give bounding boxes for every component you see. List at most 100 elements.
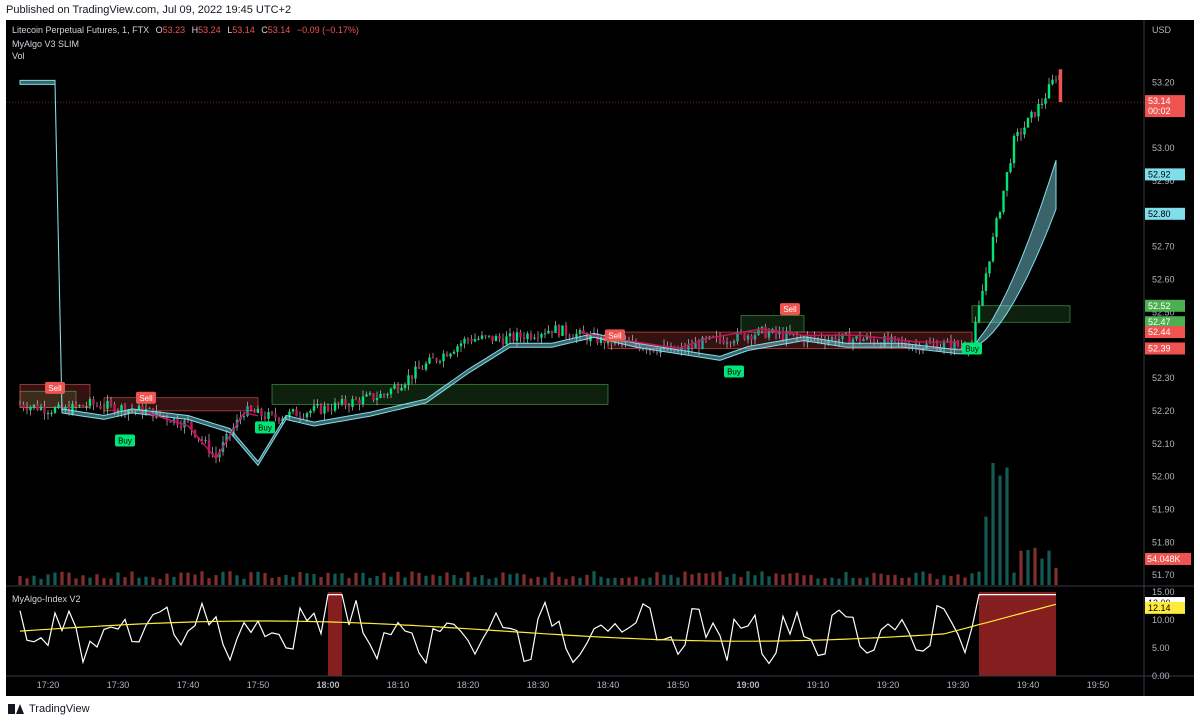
volume-bar (186, 572, 190, 585)
volume-bar (473, 577, 477, 585)
volume-bar (711, 572, 715, 585)
buy-signal: Buy (962, 342, 982, 355)
candle-body (823, 341, 827, 344)
volume-bar (515, 573, 519, 585)
candle-body (785, 330, 788, 340)
volume-bar (361, 572, 365, 585)
candle-body (361, 396, 365, 405)
candle-body (1051, 79, 1054, 85)
candle-body (95, 404, 99, 406)
sell-signal: Sell (780, 303, 800, 316)
candle-body (281, 418, 284, 422)
signal-box (780, 303, 800, 316)
candle-body (78, 405, 81, 407)
volume-bar (571, 576, 575, 585)
candle-body (424, 363, 428, 370)
candle-body (722, 339, 725, 344)
candle-body (1054, 79, 1058, 81)
support-zone (971, 305, 1071, 323)
candle-body (354, 399, 358, 401)
candle-body (417, 366, 421, 370)
volume-bar (977, 571, 981, 585)
volume-bar (508, 574, 512, 585)
volume-bar (802, 575, 806, 585)
volume-bar (116, 572, 120, 585)
candle-body (43, 406, 46, 414)
volume-bar (620, 578, 624, 585)
candle-body (207, 439, 211, 454)
signal-label: Buy (965, 344, 979, 353)
volume-bar (1005, 467, 1009, 585)
oscillator-pane[interactable] (19, 592, 1057, 676)
candle-body (211, 452, 214, 454)
publish-header: Published on TradingView.com, Jul 09, 20… (0, 0, 1200, 20)
volume-bar (921, 571, 925, 585)
candle-body (46, 413, 50, 415)
candle-body (64, 406, 67, 411)
price-label: 52.44 (1148, 327, 1171, 337)
volume-bar (326, 572, 330, 585)
candle-body (39, 406, 43, 411)
volume-bar (669, 574, 673, 585)
volume-bar (830, 577, 834, 585)
signal-box (115, 434, 135, 447)
oscillator-average-line (19, 603, 1057, 642)
main-pane[interactable]: Sell Sell Buy Buy Sell Buy Sell Buy (6, 69, 1144, 585)
candle-body (862, 339, 865, 342)
volume-bar (648, 577, 652, 585)
candle-body (284, 416, 288, 419)
volume-bar (886, 575, 890, 585)
volume-bar (319, 577, 323, 585)
price-tick: 52.00 (1152, 472, 1175, 482)
candle-body (536, 337, 540, 339)
candle-body (74, 404, 78, 407)
volume-bar (417, 572, 421, 585)
candle-body (312, 405, 316, 411)
candle-body (1023, 127, 1026, 135)
candle-body (585, 334, 589, 342)
volume-bar (375, 575, 379, 585)
candle-body (554, 325, 557, 333)
volume-bar (424, 575, 428, 585)
volume-bar (354, 572, 358, 585)
time-tick: 18:30 (527, 680, 550, 690)
candle-body (316, 404, 319, 406)
volume-bar (249, 572, 253, 585)
price-tick: 52.50 (1152, 307, 1175, 317)
osc-value-badge (1145, 601, 1185, 614)
candle-body (442, 353, 445, 362)
volume-bar (480, 575, 484, 585)
candle-body (368, 393, 372, 395)
candle-body (249, 406, 253, 411)
candle-body (757, 328, 760, 335)
candle-body (85, 406, 88, 408)
volume-bar (767, 576, 771, 585)
candle-body (32, 404, 36, 407)
trading-chart[interactable]: Sell Sell Buy Buy Sell Buy Sell Buy USD 53.20 53.… (6, 20, 1194, 696)
candle-body (725, 342, 729, 344)
time-tick: 17:20 (37, 680, 60, 690)
candle-body (641, 349, 645, 351)
candle-body (564, 325, 568, 336)
candle-body (529, 333, 533, 339)
volume-bar (221, 571, 225, 585)
volume-bar (333, 573, 337, 585)
sell-signal: Sell (136, 391, 156, 404)
candle-body (767, 332, 771, 338)
candle-body (295, 409, 298, 417)
oscillator-highlight (979, 592, 1056, 676)
candle-body (393, 385, 396, 389)
tradingview-logo[interactable]: TradingView (8, 703, 90, 715)
candle-body (92, 399, 95, 405)
candle-body (697, 343, 701, 350)
candle-body (403, 384, 407, 388)
legend-close: 53.14 (268, 25, 291, 35)
price-tick: 52.10 (1152, 439, 1175, 449)
volume-bar (382, 572, 386, 585)
volume-bar (760, 571, 764, 585)
volume-bar (487, 578, 491, 585)
candle-body (246, 406, 249, 417)
signal-box (45, 381, 65, 394)
tradingview-brand: TradingView (29, 703, 90, 715)
